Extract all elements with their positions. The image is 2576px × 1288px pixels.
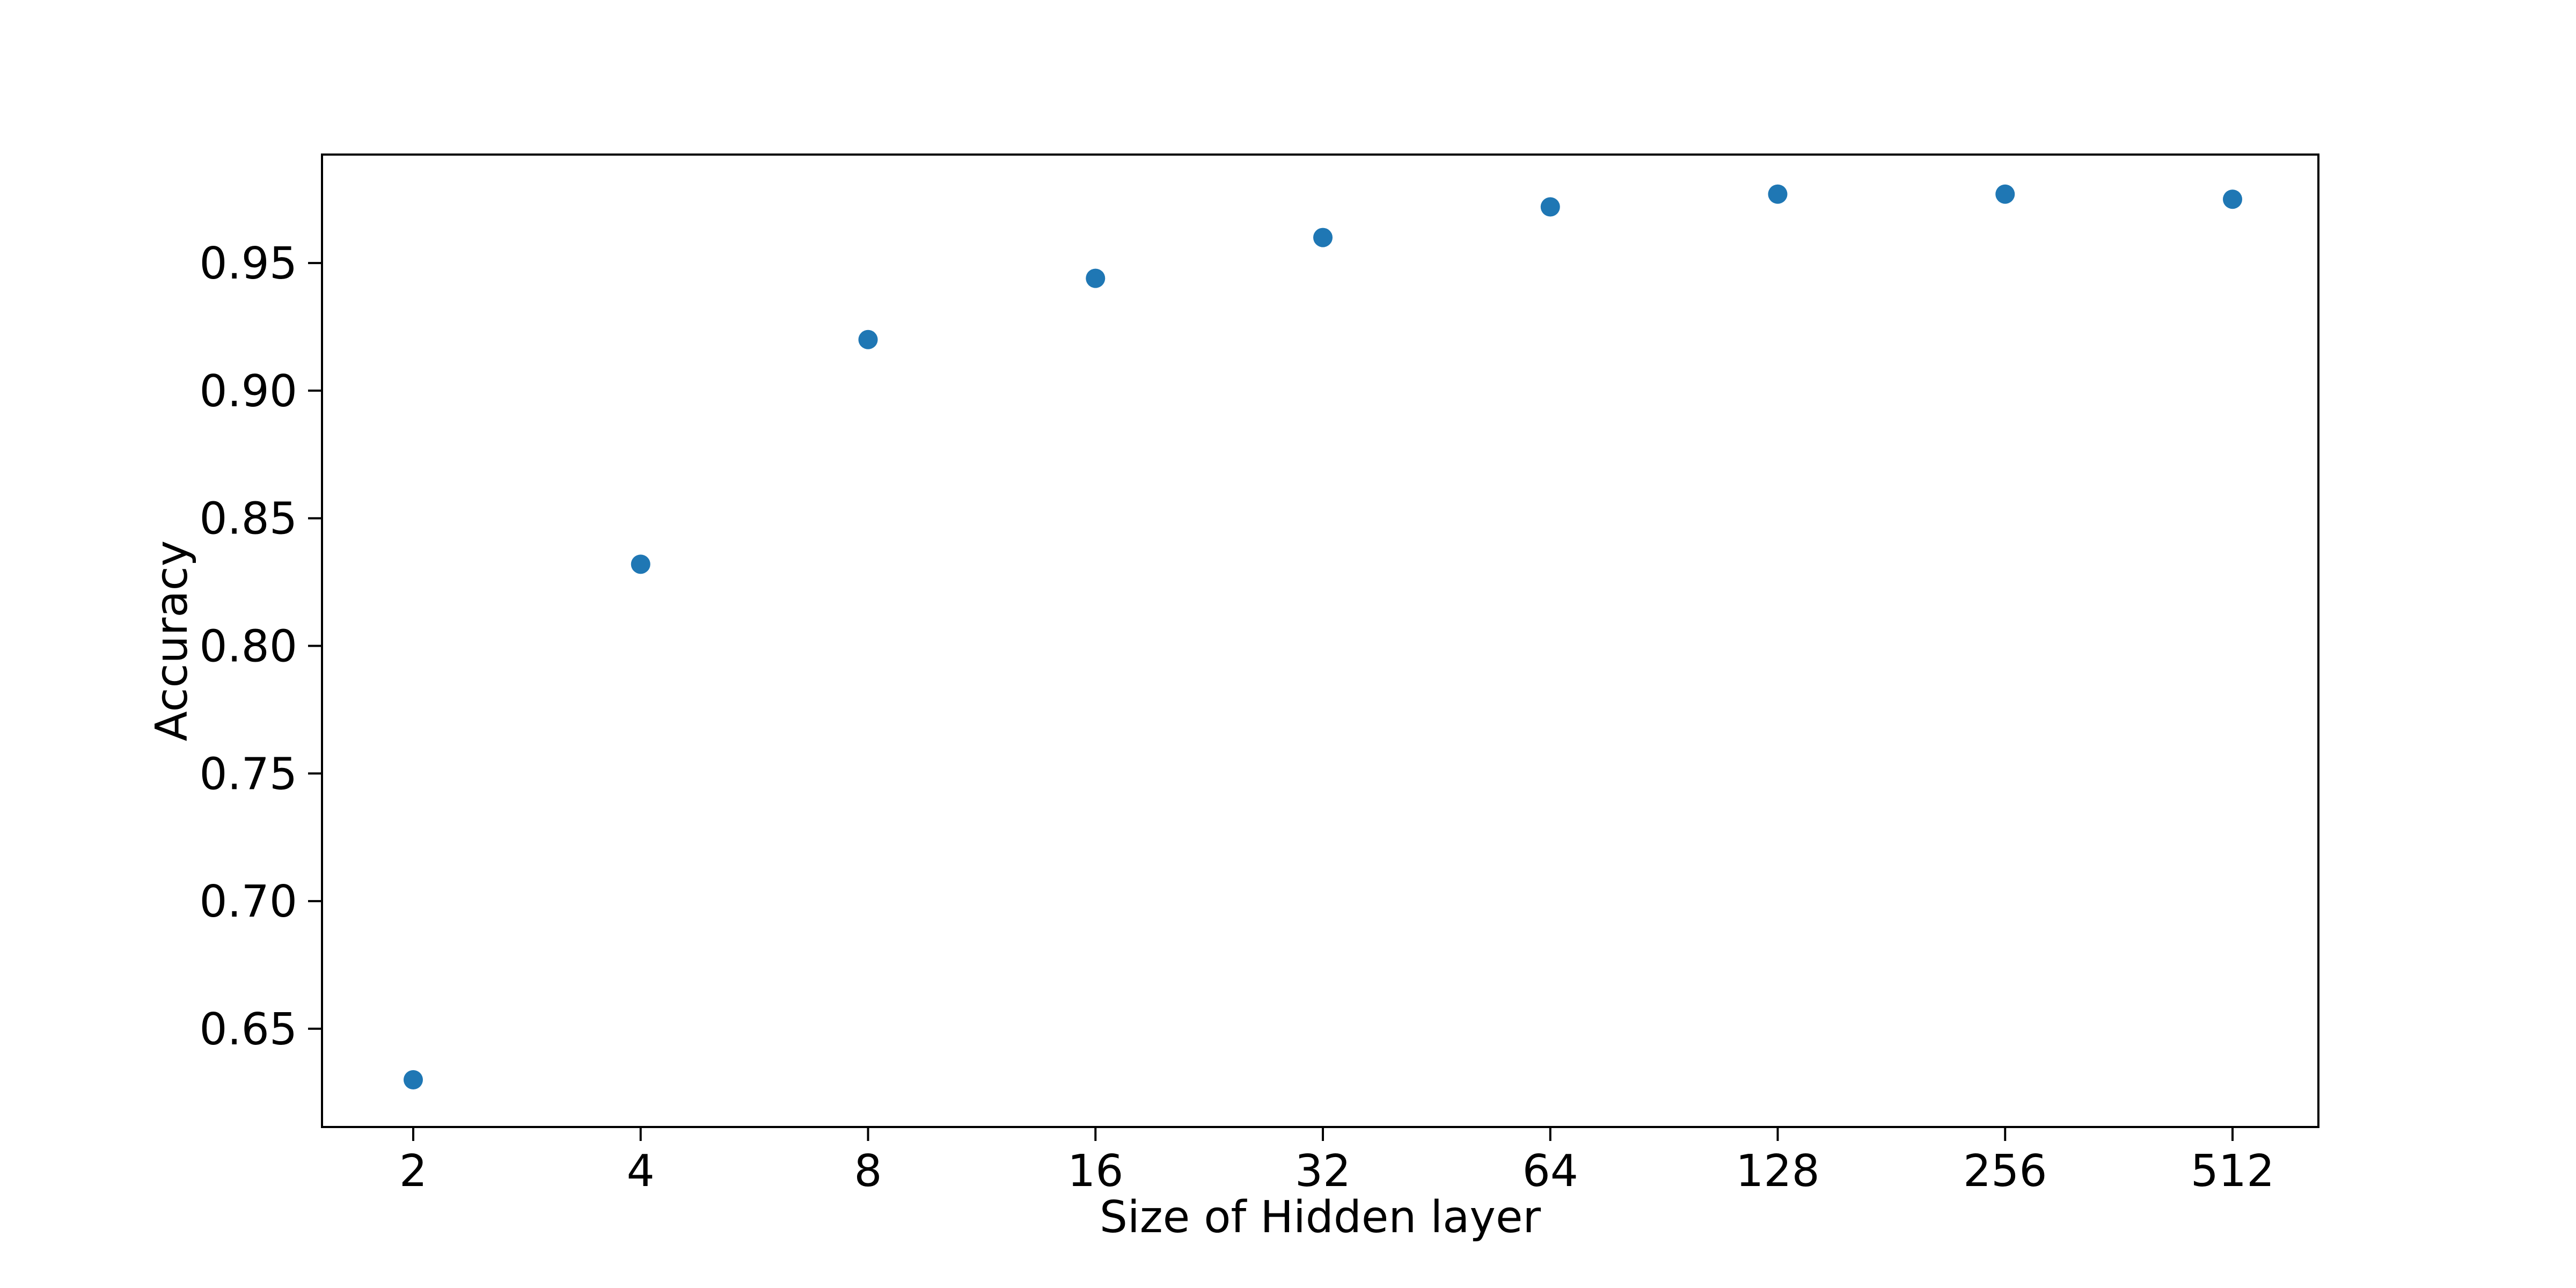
x-tick-label: 16 bbox=[1067, 1146, 1123, 1197]
y-tick-label: 0.80 bbox=[199, 621, 297, 672]
data-point bbox=[1768, 184, 1788, 204]
data-point bbox=[858, 330, 878, 349]
data-point bbox=[404, 1070, 423, 1090]
data-point bbox=[2223, 189, 2242, 209]
y-tick-label: 0.90 bbox=[199, 366, 297, 417]
data-points bbox=[404, 184, 2242, 1090]
y-tick-label: 0.70 bbox=[199, 876, 297, 927]
x-tick-label: 128 bbox=[1736, 1146, 1820, 1197]
x-tick-label: 4 bbox=[627, 1146, 655, 1197]
data-point bbox=[631, 554, 650, 574]
x-tick-label: 2 bbox=[399, 1146, 427, 1197]
x-tick-label: 256 bbox=[1963, 1146, 2047, 1197]
y-tick-label: 0.65 bbox=[199, 1004, 297, 1055]
data-point bbox=[1995, 184, 2015, 204]
y-tick-label: 0.75 bbox=[199, 749, 297, 800]
y-tick-label: 0.85 bbox=[199, 494, 297, 545]
data-point bbox=[1313, 228, 1333, 247]
x-tick-label: 32 bbox=[1295, 1146, 1351, 1197]
x-tick-label: 512 bbox=[2191, 1146, 2275, 1197]
y-axis-ticks: 0.65 0.70 0.75 0.80 0.85 0.90 0.95 bbox=[199, 238, 322, 1055]
data-point bbox=[1086, 268, 1106, 288]
plot-frame bbox=[321, 153, 2319, 1128]
x-tick-label: 64 bbox=[1523, 1146, 1578, 1197]
y-axis-label: Accuracy bbox=[147, 540, 197, 741]
data-point bbox=[1540, 197, 1560, 217]
x-axis-label: Size of Hidden layer bbox=[1100, 1192, 1541, 1243]
x-tick-label: 8 bbox=[854, 1146, 882, 1197]
y-tick-label: 0.95 bbox=[199, 238, 297, 289]
x-axis-ticks: 2 4 8 16 32 64 128 256 512 bbox=[399, 1127, 2274, 1197]
